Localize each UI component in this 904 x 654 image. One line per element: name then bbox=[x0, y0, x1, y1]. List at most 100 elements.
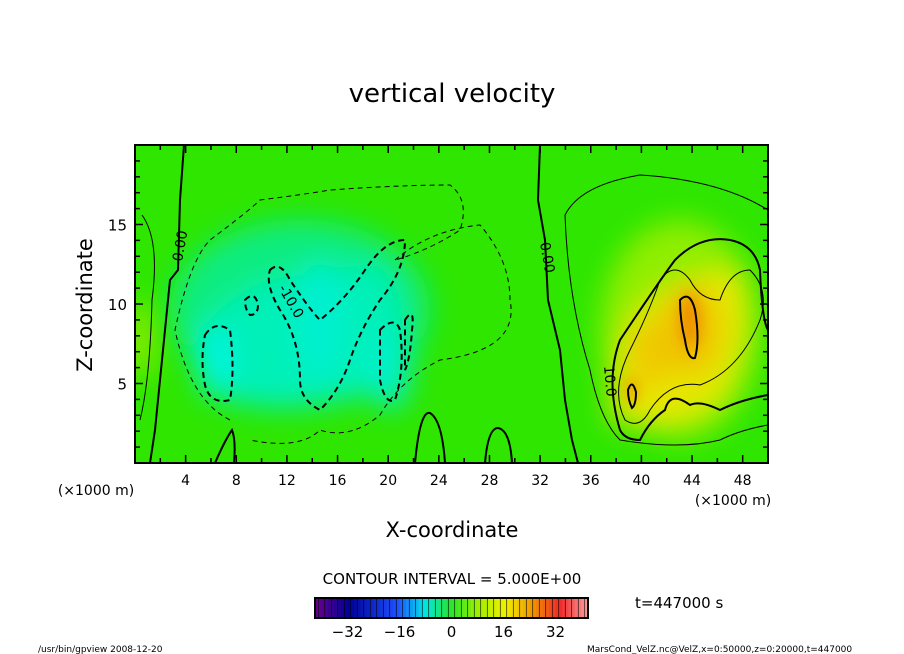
colorbar-swatch bbox=[350, 598, 355, 618]
colorbar-tick-label: 16 bbox=[494, 623, 513, 641]
x-units-right: (×1000 m) bbox=[695, 493, 771, 509]
zero-contour bbox=[149, 145, 185, 463]
colorbar-swatch bbox=[389, 598, 394, 618]
positive-region bbox=[135, 220, 760, 440]
colorbar-frame bbox=[314, 597, 589, 619]
colorbar-swatch bbox=[513, 598, 517, 618]
colorbar-swatch bbox=[555, 598, 560, 618]
colorbar-swatch bbox=[448, 598, 452, 618]
colorbar-swatch bbox=[318, 598, 322, 618]
neg10-contours bbox=[201, 238, 414, 412]
colorbar-swatch bbox=[393, 598, 397, 618]
colorbar-swatch bbox=[360, 598, 365, 618]
colorbar-swatch bbox=[464, 598, 469, 618]
colorbar-swatch bbox=[506, 598, 511, 618]
x-tick-label: 48 bbox=[734, 473, 752, 489]
colorbar-swatch bbox=[549, 598, 553, 618]
x-tick-label: 12 bbox=[278, 473, 296, 489]
colorbar-swatch bbox=[328, 598, 332, 618]
colorbar-swatch bbox=[432, 598, 436, 618]
colorbar-swatch bbox=[406, 598, 410, 618]
colorbar-swatch bbox=[376, 598, 381, 618]
colorbar-swatch bbox=[487, 598, 491, 618]
x-axis-label: X-coordinate bbox=[386, 518, 519, 542]
y-tick-label: 5 bbox=[117, 376, 127, 394]
contour-label: 0.00 bbox=[170, 229, 191, 262]
colorbar-swatch bbox=[341, 598, 345, 618]
colorbar-swatch bbox=[324, 598, 329, 618]
colorbar-swatch bbox=[562, 598, 566, 618]
x-tick-label: 20 bbox=[379, 473, 397, 489]
colorbar-swatch bbox=[451, 598, 456, 618]
colorbar-tick-label: −32 bbox=[332, 623, 364, 641]
colorbar-tick-label: 0 bbox=[447, 623, 457, 641]
colorbar-tick-label: 32 bbox=[546, 623, 565, 641]
colorbar-swatch bbox=[461, 598, 465, 618]
colorbar-swatch bbox=[412, 598, 417, 618]
colorbar-swatch bbox=[419, 598, 423, 618]
colorbar-swatch bbox=[558, 598, 563, 618]
colorbar-swatch bbox=[526, 598, 530, 618]
zero-contour bbox=[484, 426, 513, 463]
x-tick-label: 28 bbox=[481, 473, 499, 489]
colorbar-swatch bbox=[510, 598, 514, 618]
colorbar-swatch bbox=[344, 598, 348, 618]
colorbar-swatch bbox=[422, 598, 426, 618]
y-tick-label: 10 bbox=[108, 296, 127, 314]
colorbar-swatch bbox=[539, 598, 543, 618]
colorbar-swatch bbox=[581, 598, 586, 618]
colorbar-swatch bbox=[584, 598, 589, 618]
x-tick-label: 32 bbox=[531, 473, 549, 489]
contour-label: 0.00 bbox=[536, 241, 557, 274]
colorbar-swatch bbox=[445, 598, 449, 618]
x-units-left: (×1000 m) bbox=[58, 483, 134, 499]
x-tick-label: 4 bbox=[181, 473, 190, 489]
colorbar-ticks: −32 −16 0 16 32 bbox=[332, 623, 565, 641]
x-tick-label: 36 bbox=[582, 473, 600, 489]
colorbar-swatch bbox=[484, 598, 488, 618]
colorbar-swatch bbox=[565, 598, 569, 618]
pos5-contour bbox=[564, 174, 768, 446]
colorbar-swatch bbox=[386, 598, 391, 618]
colorbar-swatch bbox=[542, 598, 547, 618]
contour-interval-label: CONTOUR INTERVAL = 5.000E+00 bbox=[323, 570, 582, 588]
colorbar-swatch bbox=[383, 598, 387, 618]
colorbar-swatch bbox=[500, 598, 504, 618]
colorbar-swatch bbox=[380, 598, 384, 618]
y-tick-label: 15 bbox=[108, 217, 127, 235]
colorbar-swatch bbox=[532, 598, 537, 618]
colorbar-swatch bbox=[477, 598, 482, 618]
colorbar-swatch bbox=[480, 598, 485, 618]
chart-title: vertical velocity bbox=[349, 79, 556, 109]
colorbar-swatch bbox=[454, 598, 459, 618]
colorbar-swatch bbox=[357, 598, 361, 618]
colorbar bbox=[315, 598, 589, 618]
colorbar-swatch bbox=[438, 598, 443, 618]
colorbar-swatch bbox=[396, 598, 400, 618]
colorbar-swatch bbox=[490, 598, 495, 618]
colorbar-swatch bbox=[347, 598, 352, 618]
colorbar-swatch bbox=[354, 598, 358, 618]
y-axis-label: Z-coordinate bbox=[73, 238, 97, 372]
colorbar-swatch bbox=[367, 598, 371, 618]
colorbar-swatch bbox=[409, 598, 413, 618]
colorbar-swatch bbox=[415, 598, 420, 618]
contour-labels: 0.00 -10.0 0.00 10.0 bbox=[170, 229, 618, 397]
colorbar-swatch bbox=[545, 598, 550, 618]
colorbar-swatch bbox=[497, 598, 501, 618]
colorbar-swatch bbox=[516, 598, 521, 618]
colorbar-swatch bbox=[458, 598, 462, 618]
x-tick-label: 44 bbox=[683, 473, 701, 489]
colorbar-swatch bbox=[441, 598, 446, 618]
neg5-contour bbox=[174, 184, 512, 444]
colorbar-swatch bbox=[321, 598, 326, 618]
x-tick-label: 8 bbox=[232, 473, 241, 489]
pos20-contour bbox=[678, 295, 699, 360]
zero-contour bbox=[214, 427, 236, 463]
contour-label: 10.0 bbox=[600, 365, 619, 397]
colorbar-swatch bbox=[552, 598, 556, 618]
colorbar-swatch bbox=[467, 598, 472, 618]
pos5-contour bbox=[139, 214, 155, 421]
